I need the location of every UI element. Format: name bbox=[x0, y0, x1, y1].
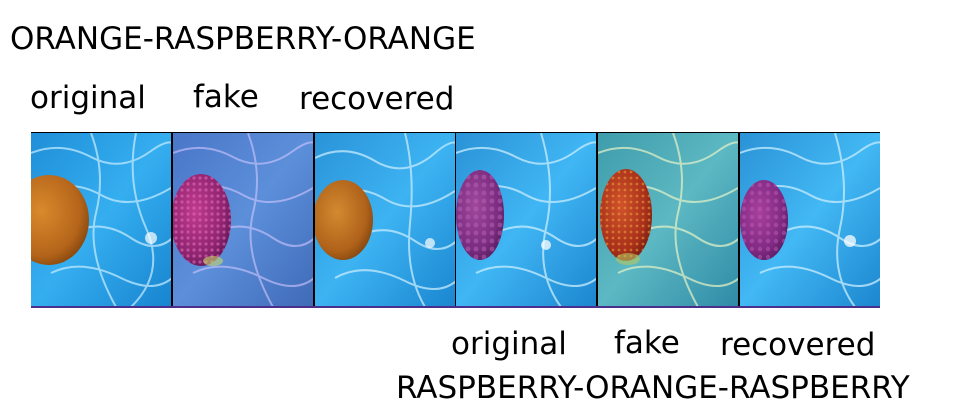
top-label-recovered: recovered bbox=[299, 81, 455, 117]
bottom-label-fake: fake bbox=[614, 325, 680, 361]
orange-recovered-image bbox=[314, 133, 455, 307]
top-label-original: original bbox=[30, 80, 146, 116]
orange-fake-image bbox=[598, 133, 739, 307]
raspberry-original-image bbox=[456, 133, 597, 307]
bottom-label-original: original bbox=[451, 326, 567, 362]
orange-original-image bbox=[31, 133, 171, 307]
strip-bottom-border bbox=[31, 306, 880, 308]
image-strip bbox=[31, 132, 880, 308]
bottom-sequence-title: RASPBERRY-ORANGE-RASPBERRY bbox=[396, 370, 910, 406]
raspberry-fake-image bbox=[172, 133, 313, 307]
bottom-label-recovered: recovered bbox=[720, 327, 876, 363]
top-sequence-title: ORANGE-RASPBERRY-ORANGE bbox=[10, 21, 476, 57]
raspberry-recovered-image bbox=[739, 133, 880, 307]
top-label-fake: fake bbox=[193, 79, 259, 115]
